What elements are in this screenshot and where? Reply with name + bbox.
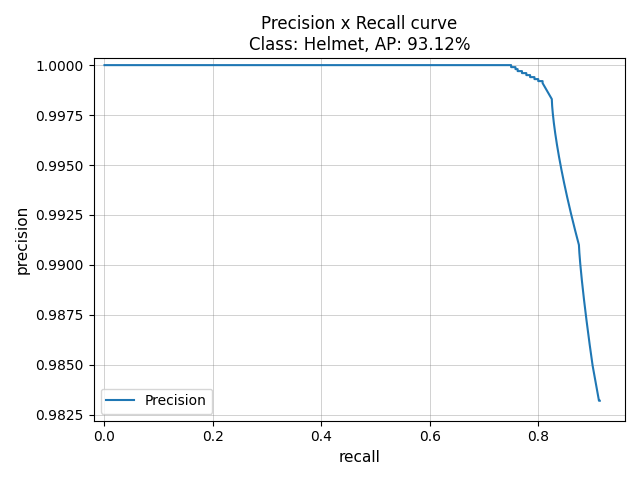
Precision (595, 398, 603, 404)
Legend: Precision: Precision (100, 389, 212, 414)
Precision (593, 384, 600, 390)
Precision (333, 62, 341, 68)
Precision (575, 247, 583, 252)
Line: Precision: Precision (104, 65, 600, 401)
Precision (550, 123, 558, 129)
Precision (190, 62, 198, 68)
Precision (596, 398, 604, 404)
X-axis label: recall: recall (339, 450, 380, 465)
Precision (563, 190, 570, 196)
Y-axis label: precision: precision (15, 205, 30, 274)
Title: Precision x Recall curve
Class: Helmet, AP: 93.12%: Precision x Recall curve Class: Helmet, … (248, 15, 470, 54)
Precision (100, 62, 108, 68)
